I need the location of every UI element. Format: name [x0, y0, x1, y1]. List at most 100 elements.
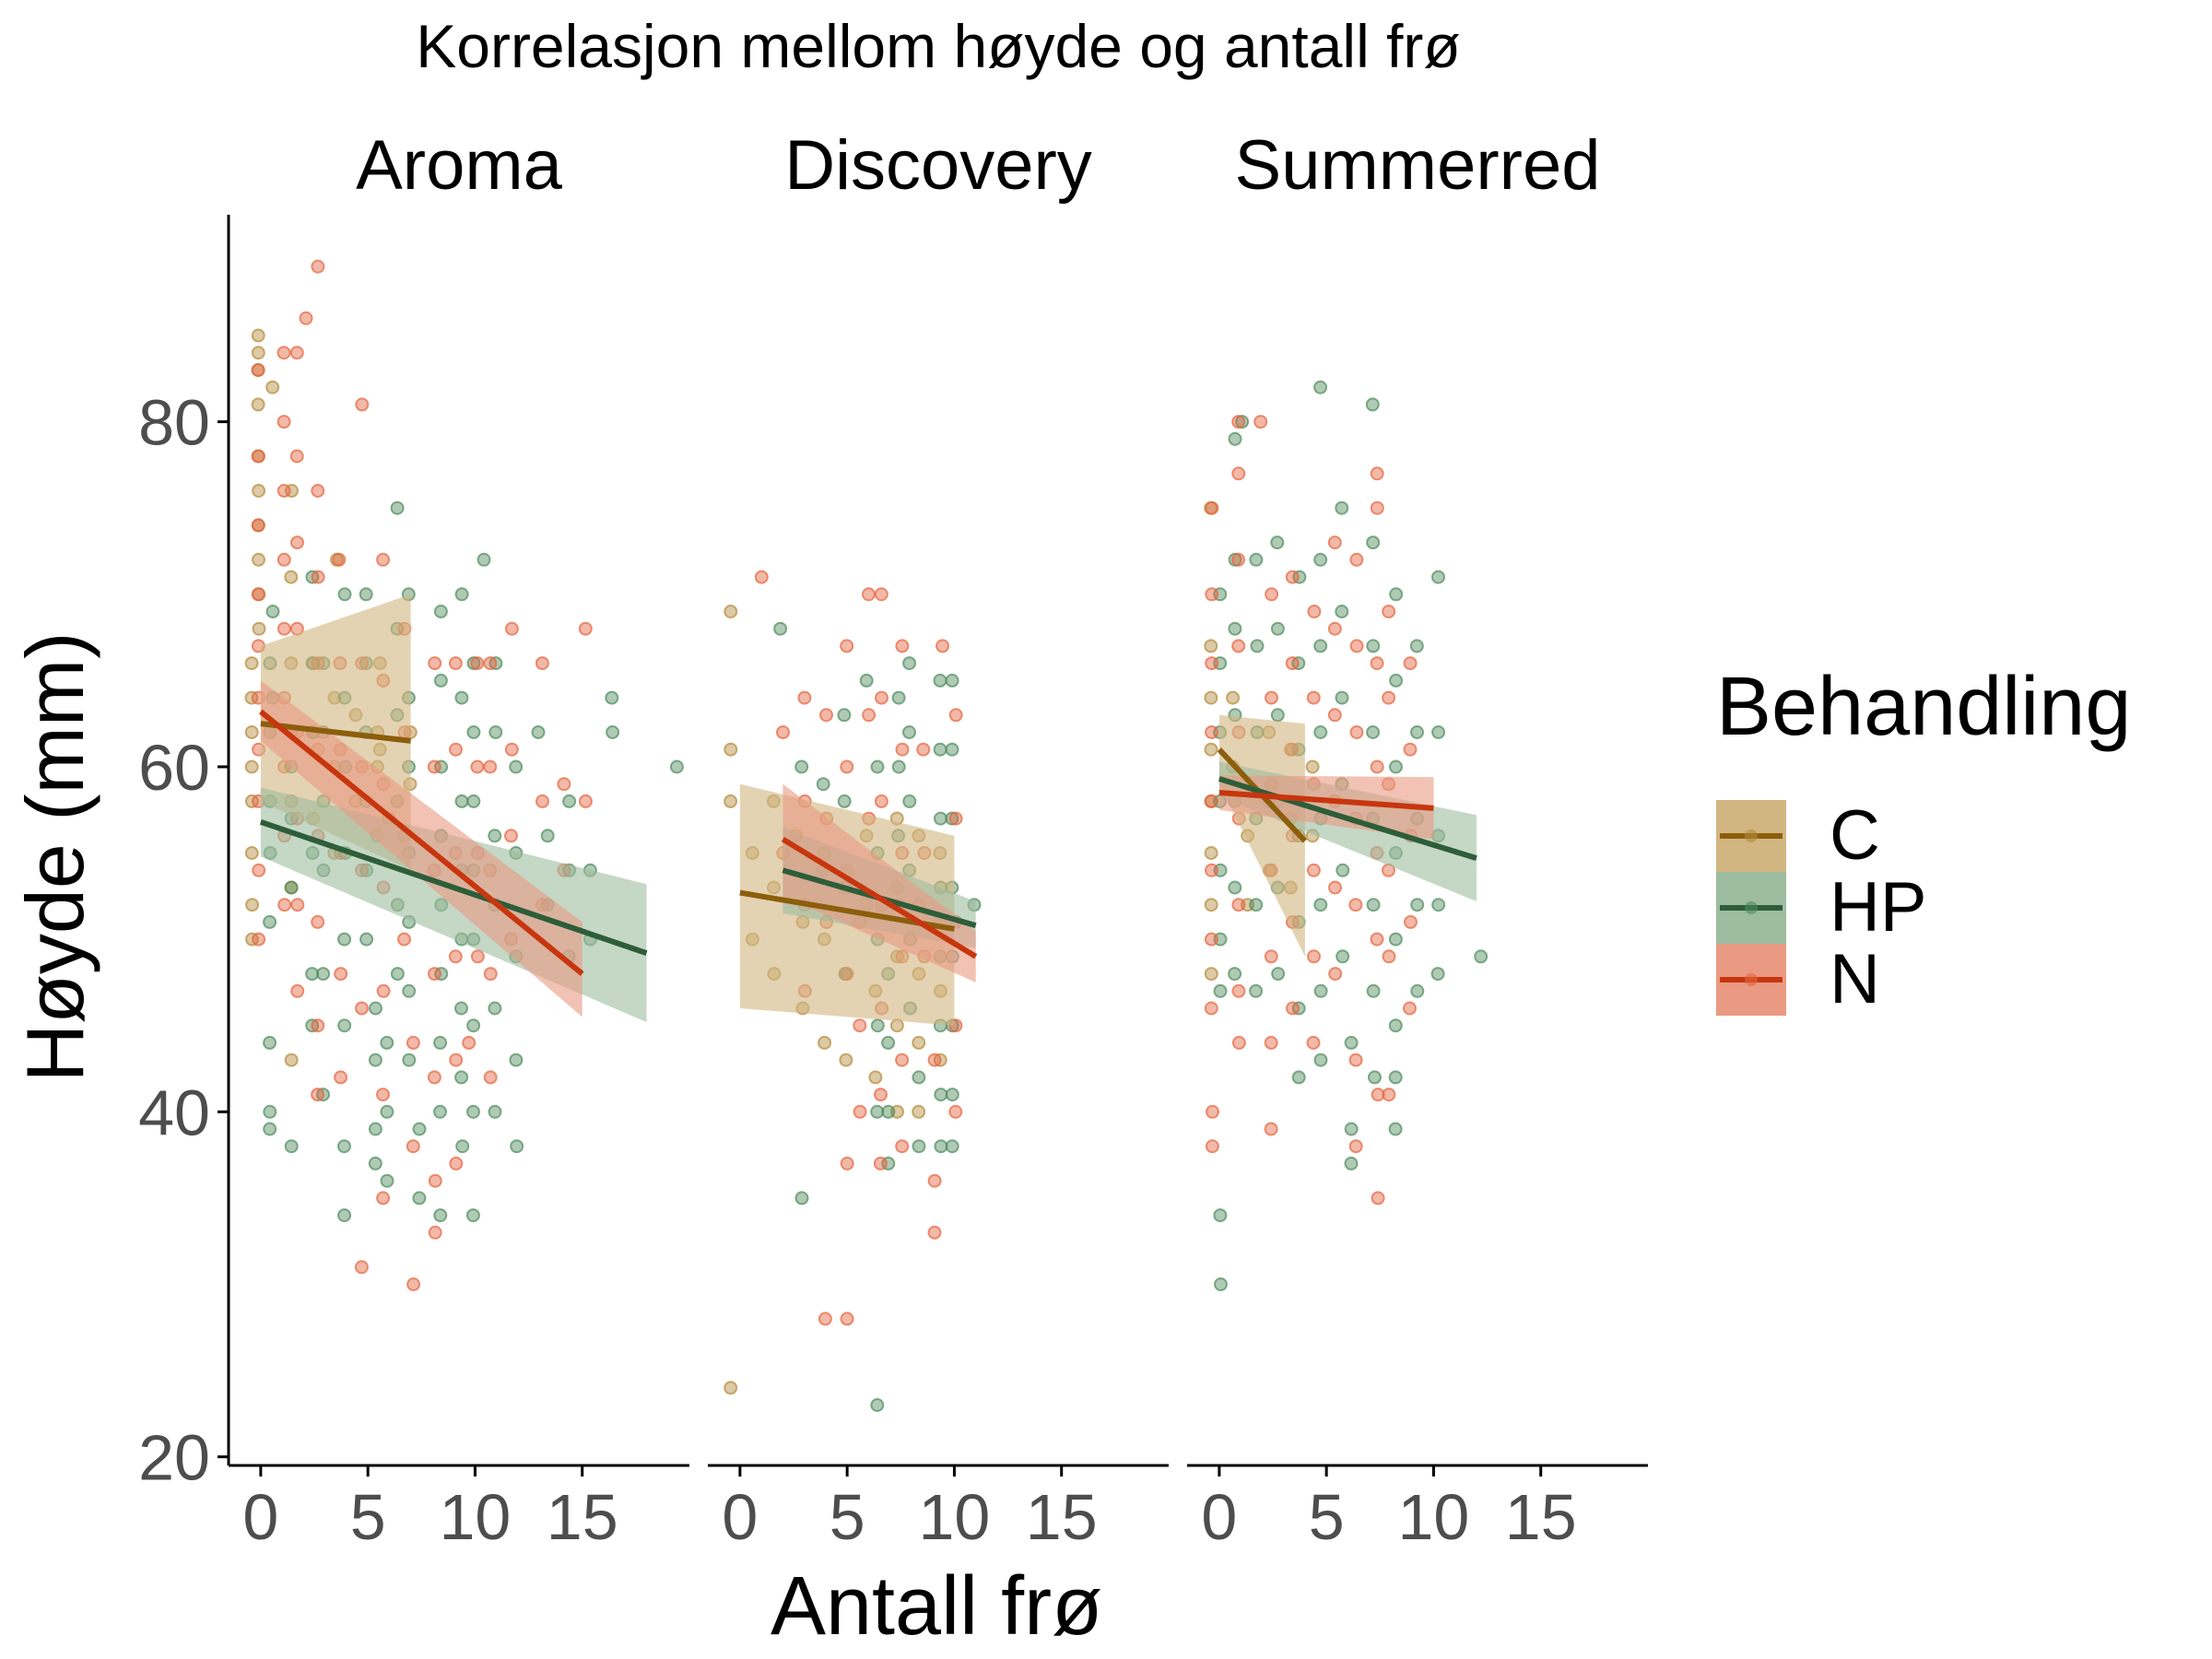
data-point — [428, 967, 441, 982]
data-point — [284, 570, 299, 584]
data-point — [1410, 725, 1424, 739]
data-point — [875, 690, 888, 705]
data-point — [562, 794, 577, 808]
data-point — [1430, 967, 1445, 982]
data-point — [1370, 466, 1384, 481]
data-point — [251, 397, 265, 412]
data-point — [1228, 431, 1242, 446]
data-point — [488, 725, 503, 739]
data-point — [895, 742, 910, 757]
data-point — [870, 1018, 885, 1033]
confidence-band-n — [1218, 775, 1434, 840]
data-point — [290, 983, 305, 998]
data-point — [1264, 1122, 1278, 1136]
data-point — [557, 777, 571, 792]
data-point — [895, 1053, 910, 1067]
data-point — [870, 759, 885, 774]
data-point — [454, 794, 469, 808]
data-point — [1403, 1001, 1417, 1016]
chart-title: Korrelasjon mellom høyde og antall frø — [416, 12, 1460, 80]
data-point — [263, 914, 277, 929]
data-point — [1349, 552, 1364, 567]
data-point — [1349, 725, 1364, 739]
data-point — [1231, 466, 1246, 481]
data-point — [454, 1070, 469, 1085]
data-point — [1328, 880, 1342, 895]
data-point — [1249, 552, 1264, 567]
data-point — [380, 1035, 394, 1050]
data-point — [252, 552, 265, 567]
x-axis-title: Antall frø — [771, 1560, 1102, 1653]
data-point — [244, 846, 259, 860]
legend-item-c: C — [1716, 796, 1880, 875]
data-point — [289, 449, 304, 464]
data-point — [1366, 983, 1381, 998]
data-point — [355, 1001, 369, 1016]
data-point — [862, 587, 876, 602]
trend-line-hp — [1218, 776, 1477, 862]
confidence-band-n — [782, 783, 976, 982]
data-point — [1249, 898, 1264, 912]
data-point — [839, 1053, 853, 1067]
data-point — [359, 587, 373, 602]
x-tick-label: 5 — [1309, 1481, 1345, 1553]
data-point — [1410, 898, 1425, 912]
data-point — [1214, 1277, 1228, 1291]
data-point — [354, 1260, 369, 1275]
data-point — [1403, 656, 1418, 671]
data-point — [889, 1018, 904, 1033]
data-point — [466, 1018, 481, 1033]
data-point — [376, 983, 391, 998]
data-point — [337, 1139, 351, 1154]
data-point — [1205, 863, 1218, 877]
data-point — [433, 1035, 448, 1050]
data-point — [289, 346, 304, 360]
data-point — [819, 708, 833, 723]
data-point — [1204, 932, 1218, 947]
data-point — [1249, 983, 1264, 998]
trend-line-c — [260, 721, 412, 744]
data-point — [252, 863, 266, 877]
data-point — [1365, 397, 1380, 412]
data-point — [1292, 570, 1307, 584]
data-point — [454, 587, 469, 602]
data-point — [895, 1139, 910, 1154]
x-tick-label: 5 — [830, 1481, 865, 1553]
data-point — [1382, 690, 1396, 705]
data-point — [1205, 587, 1219, 602]
data-point — [376, 552, 391, 567]
data-point — [934, 1088, 948, 1102]
data-point — [311, 570, 325, 584]
data-point — [1286, 1001, 1300, 1016]
data-point — [284, 880, 299, 895]
data-point — [1313, 552, 1328, 567]
data-point — [276, 484, 291, 498]
data-point — [406, 1035, 420, 1050]
data-point — [1344, 1035, 1359, 1050]
data-point — [251, 587, 265, 602]
data-point — [1404, 914, 1418, 929]
data-point — [406, 1277, 421, 1291]
data-point — [276, 346, 291, 360]
data-point — [837, 794, 852, 808]
data-point — [368, 1053, 382, 1067]
data-point — [1306, 1035, 1321, 1050]
data-point — [891, 759, 906, 774]
data-point — [355, 397, 370, 412]
data-point — [916, 742, 931, 757]
data-point — [724, 605, 738, 618]
data-point — [1348, 898, 1363, 912]
data-point — [531, 725, 546, 739]
data-point — [390, 967, 405, 982]
data-point — [874, 587, 888, 602]
data-point — [1253, 415, 1268, 429]
data-point — [1285, 656, 1300, 671]
data-point — [578, 794, 593, 808]
y-tick-label: 80 — [138, 387, 210, 459]
data-point — [359, 932, 374, 947]
data-point — [1313, 380, 1328, 394]
data-point — [483, 967, 498, 982]
data-point — [1389, 759, 1403, 774]
data-point — [376, 1191, 391, 1206]
